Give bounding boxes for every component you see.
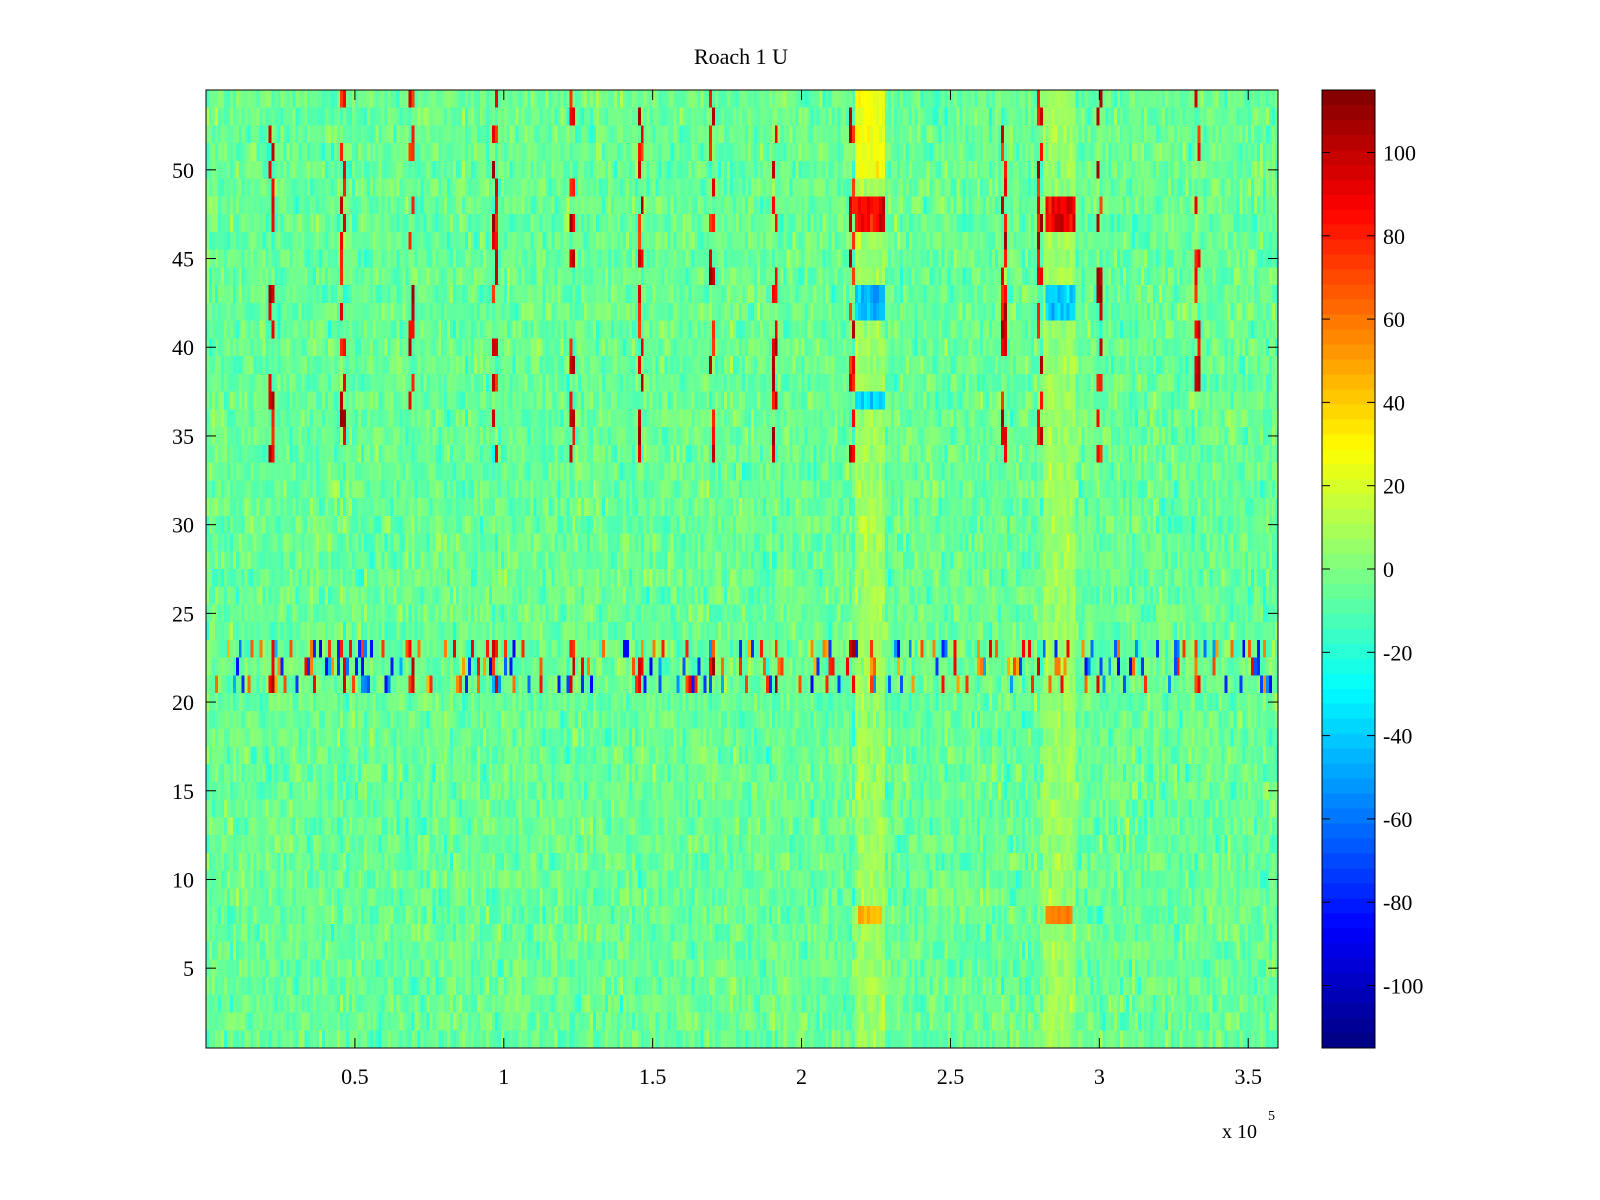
colorbar-tick-label: 0 — [1383, 557, 1394, 582]
y-tick-label: 25 — [172, 601, 194, 626]
x-tick-label: 1.5 — [639, 1064, 667, 1089]
colorbar-tick-label: 20 — [1383, 474, 1405, 499]
colorbar-tick-label: 60 — [1383, 307, 1405, 332]
colorbar-tick-label: -40 — [1383, 724, 1412, 749]
colorbar-tick-label: 80 — [1383, 224, 1405, 249]
x-exponent-power: 5 — [1268, 1109, 1275, 1124]
colorbar-tick-label: -100 — [1383, 974, 1423, 999]
colorbar-tick-label: -80 — [1383, 890, 1412, 915]
y-tick-label: 30 — [172, 513, 194, 538]
y-tick-label: 5 — [183, 956, 194, 981]
y-tick-label: 20 — [172, 690, 194, 715]
colorbar-tick-label: -60 — [1383, 807, 1412, 832]
colorbar-tick-label: -20 — [1383, 640, 1412, 665]
y-tick-label: 10 — [172, 867, 194, 892]
x-tick-label: 1 — [498, 1064, 509, 1089]
plot-frame — [205, 89, 1279, 1049]
colorbar: -100 -80 -60 -40 -20 0 20 40 60 80 100 — [1321, 89, 1423, 1049]
colorbar-tick-label: 100 — [1383, 140, 1416, 165]
y-tick-label: 40 — [172, 335, 194, 360]
colorbar-tick-label: 40 — [1383, 390, 1405, 415]
heatmap-plot-area — [205, 89, 1279, 1049]
x-exponent-base: x 10 — [1222, 1121, 1257, 1143]
x-exponent-label: x 10 5 — [1222, 1109, 1275, 1143]
y-tick-label: 50 — [172, 158, 194, 183]
x-tick-label: 3 — [1094, 1064, 1105, 1089]
heatmap-cells — [206, 90, 1278, 1048]
y-tick-label: 15 — [172, 779, 194, 804]
colorbar-gradient — [1322, 90, 1375, 1048]
x-tick-label: 2.5 — [937, 1064, 965, 1089]
x-tick-label: 2 — [796, 1064, 807, 1089]
x-tick-label: 3.5 — [1234, 1064, 1262, 1089]
x-tick-label: 0.5 — [341, 1064, 369, 1089]
y-axis: 5 10 15 20 25 30 35 40 45 50 — [172, 158, 1278, 981]
y-tick-label: 35 — [172, 424, 194, 449]
x-axis: 0.5 1 1.5 2 2.5 3 3.5 — [341, 90, 1262, 1089]
y-tick-label: 45 — [172, 247, 194, 272]
colorbar-ticks: -100 -80 -60 -40 -20 0 20 40 60 80 100 — [1322, 140, 1423, 999]
chart-title: Roach 1 U — [694, 44, 788, 69]
